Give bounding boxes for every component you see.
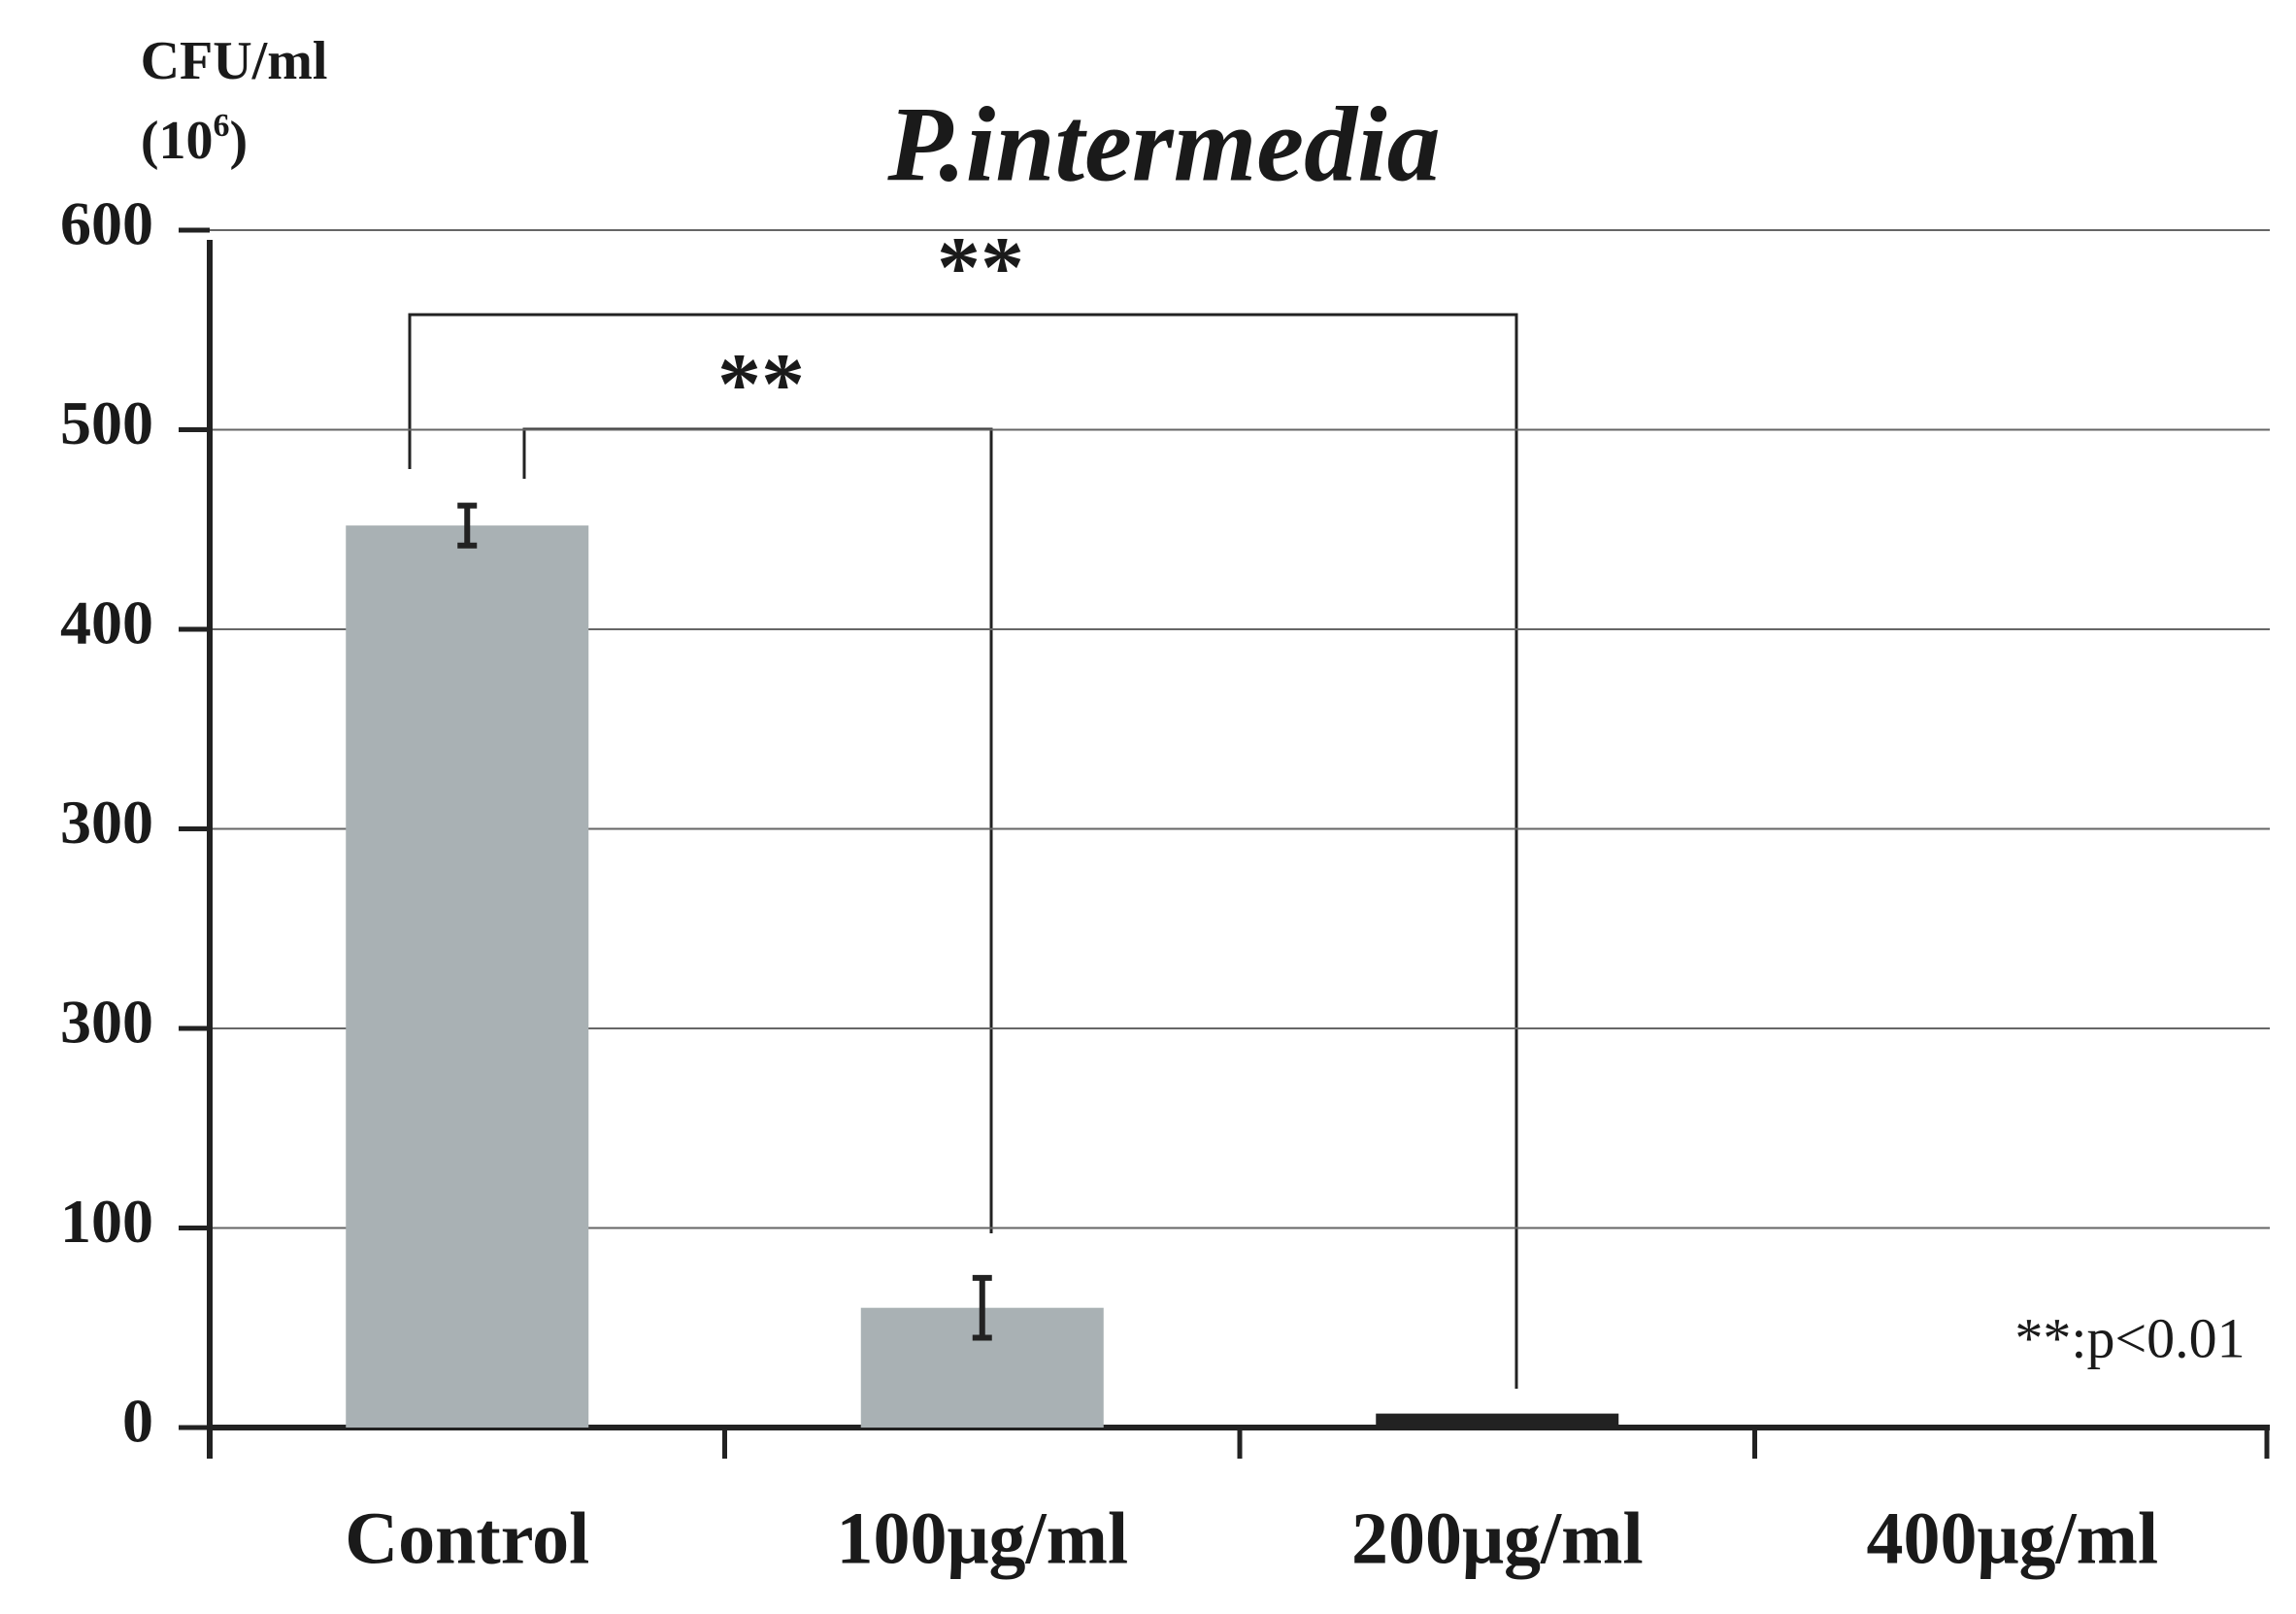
- error-bar: [457, 502, 478, 549]
- x-tick-label: 100μg/ml: [836, 1497, 1128, 1579]
- y-axis-label: CFU/ml: [141, 31, 328, 91]
- y-unit-exponent: 6: [214, 108, 230, 144]
- y-tick-label: 500: [60, 388, 153, 457]
- bar: [346, 525, 589, 1428]
- significance-label: **: [937, 220, 1024, 317]
- bar: [1376, 1413, 1619, 1428]
- x-tick-label: Control: [345, 1497, 589, 1579]
- y-unit-base: (10: [141, 111, 214, 171]
- chart-title: P.intermedia: [886, 84, 1440, 203]
- y-tick-label: 300: [60, 788, 153, 857]
- bracket: [522, 427, 993, 1233]
- y-axis-unit: (106): [141, 108, 248, 171]
- y-tick-label: 100: [60, 1187, 153, 1256]
- y-tick-label: 600: [60, 189, 153, 258]
- x-tick-label: 200μg/ml: [1351, 1497, 1644, 1579]
- bracket: [408, 313, 1518, 1389]
- x-tick-label: 400μg/ml: [1866, 1497, 2158, 1579]
- y-tick-label: 0: [122, 1387, 153, 1456]
- y-unit-close: ): [230, 111, 249, 171]
- significance-label: **: [717, 337, 805, 433]
- error-bar: [972, 1274, 992, 1341]
- p-value-note: **:p<0.01: [2014, 1306, 2245, 1369]
- y-tick-label: 400: [60, 588, 153, 657]
- y-tick-label: 300: [60, 988, 153, 1057]
